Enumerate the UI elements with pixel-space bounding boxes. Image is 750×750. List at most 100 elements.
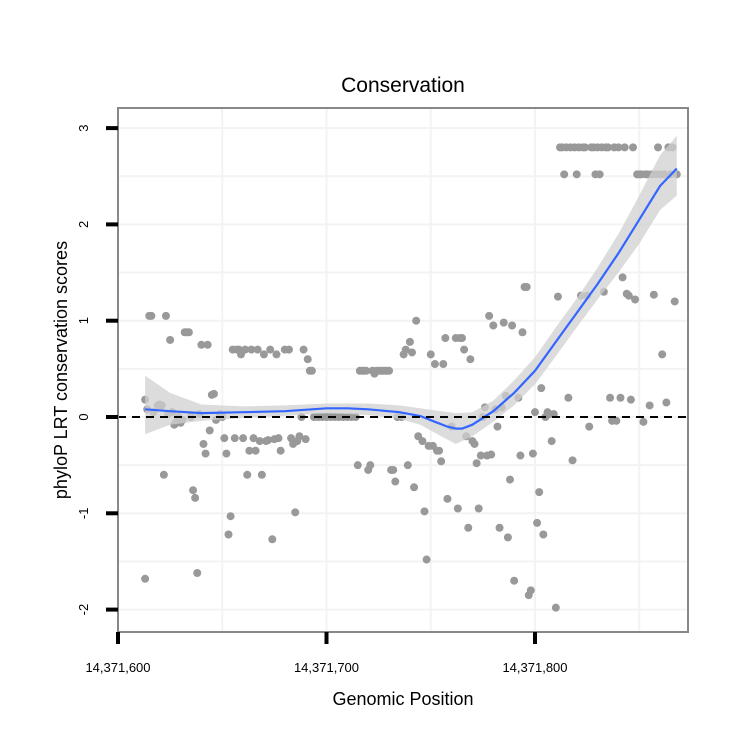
data-point: [274, 434, 283, 443]
x-axis-title: Genomic Position: [332, 689, 473, 709]
data-point: [460, 345, 469, 354]
data-point: [670, 297, 679, 306]
data-point: [493, 422, 502, 431]
data-point: [184, 328, 193, 337]
data-point: [203, 340, 212, 349]
data-point: [407, 348, 416, 357]
data-point: [614, 143, 623, 152]
data-point: [209, 389, 218, 398]
data-point: [631, 295, 640, 304]
data-point: [654, 143, 663, 152]
data-point: [516, 451, 525, 460]
data-point: [624, 291, 633, 300]
data-point: [453, 504, 462, 513]
data-point: [508, 321, 517, 330]
data-point: [472, 459, 481, 468]
data-point: [268, 535, 277, 544]
data-point: [606, 393, 615, 402]
data-point: [568, 456, 577, 465]
data-point: [247, 345, 256, 354]
data-point: [495, 523, 504, 532]
data-point: [141, 574, 150, 583]
y-tick-label: 1: [76, 317, 91, 324]
data-point: [505, 475, 514, 484]
data-point: [616, 393, 625, 402]
data-point: [353, 461, 362, 470]
data-point: [441, 334, 450, 343]
data-point: [245, 446, 254, 455]
data-point: [533, 518, 542, 527]
data-point: [284, 345, 293, 354]
data-point: [351, 413, 360, 421]
data-point: [662, 398, 671, 407]
data-point: [489, 321, 498, 330]
data-point: [474, 504, 483, 513]
data-point: [439, 360, 448, 369]
data-point: [401, 345, 410, 354]
data-point: [230, 434, 239, 443]
data-point: [147, 311, 156, 320]
smooth-fit-line: [145, 167, 678, 430]
data-point: [581, 143, 590, 152]
data-point: [259, 350, 268, 359]
data-point: [251, 446, 260, 455]
data-point: [531, 408, 539, 417]
data-point: [572, 170, 581, 179]
chart-title: Conservation: [341, 74, 465, 97]
data-point: [239, 434, 248, 443]
data-point: [537, 384, 546, 393]
y-tick-label: 0: [76, 413, 91, 420]
data-point: [303, 355, 312, 364]
data-point: [385, 366, 394, 375]
data-point: [362, 366, 371, 375]
data-point: [253, 345, 262, 354]
data-point: [405, 337, 414, 346]
data-point: [658, 350, 667, 359]
data-point: [595, 170, 604, 179]
x-tick-label: 14,371,800: [502, 660, 567, 675]
data-point: [551, 603, 560, 612]
y-tick-label: -1: [76, 508, 91, 520]
data-point: [307, 366, 316, 375]
data-point: [189, 486, 198, 495]
data-point: [620, 143, 629, 152]
data-point: [193, 569, 202, 578]
data-point: [295, 432, 304, 441]
y-tick-label: 2: [76, 221, 91, 228]
x-axis: 14,371,600 14,371,700 14,371,800: [85, 632, 568, 675]
data-point: [199, 439, 208, 448]
data-point: [539, 530, 548, 539]
data-point: [464, 523, 473, 532]
data-point: [243, 470, 252, 479]
data-point: [612, 416, 621, 425]
data-point: [220, 434, 229, 443]
data-point: [403, 461, 412, 470]
data-point: [222, 449, 231, 458]
data-point: [458, 334, 467, 343]
y-axis-title: phyloP LRT conservation scores: [51, 241, 71, 499]
data-point: [201, 449, 210, 458]
y-tick-label: -2: [76, 604, 91, 616]
data-point: [649, 290, 658, 299]
data-point: [518, 328, 527, 337]
data-point: [422, 555, 431, 564]
data-point: [291, 508, 300, 517]
panel-border: [117, 107, 689, 633]
data-point: [412, 316, 421, 325]
data-point: [585, 422, 594, 431]
data-point: [487, 450, 496, 459]
data-point: [503, 533, 512, 542]
data-point: [257, 470, 266, 479]
data-point: [389, 465, 398, 474]
data-point: [437, 457, 446, 466]
data-point: [391, 477, 400, 486]
data-point: [159, 470, 168, 479]
data-point: [470, 439, 479, 448]
data-point: [553, 292, 562, 301]
data-point: [410, 483, 419, 492]
data-point: [435, 446, 444, 455]
y-axis: -2 -1 0 1 2 3: [76, 124, 118, 615]
data-point: [426, 350, 435, 359]
data-point: [618, 273, 627, 282]
